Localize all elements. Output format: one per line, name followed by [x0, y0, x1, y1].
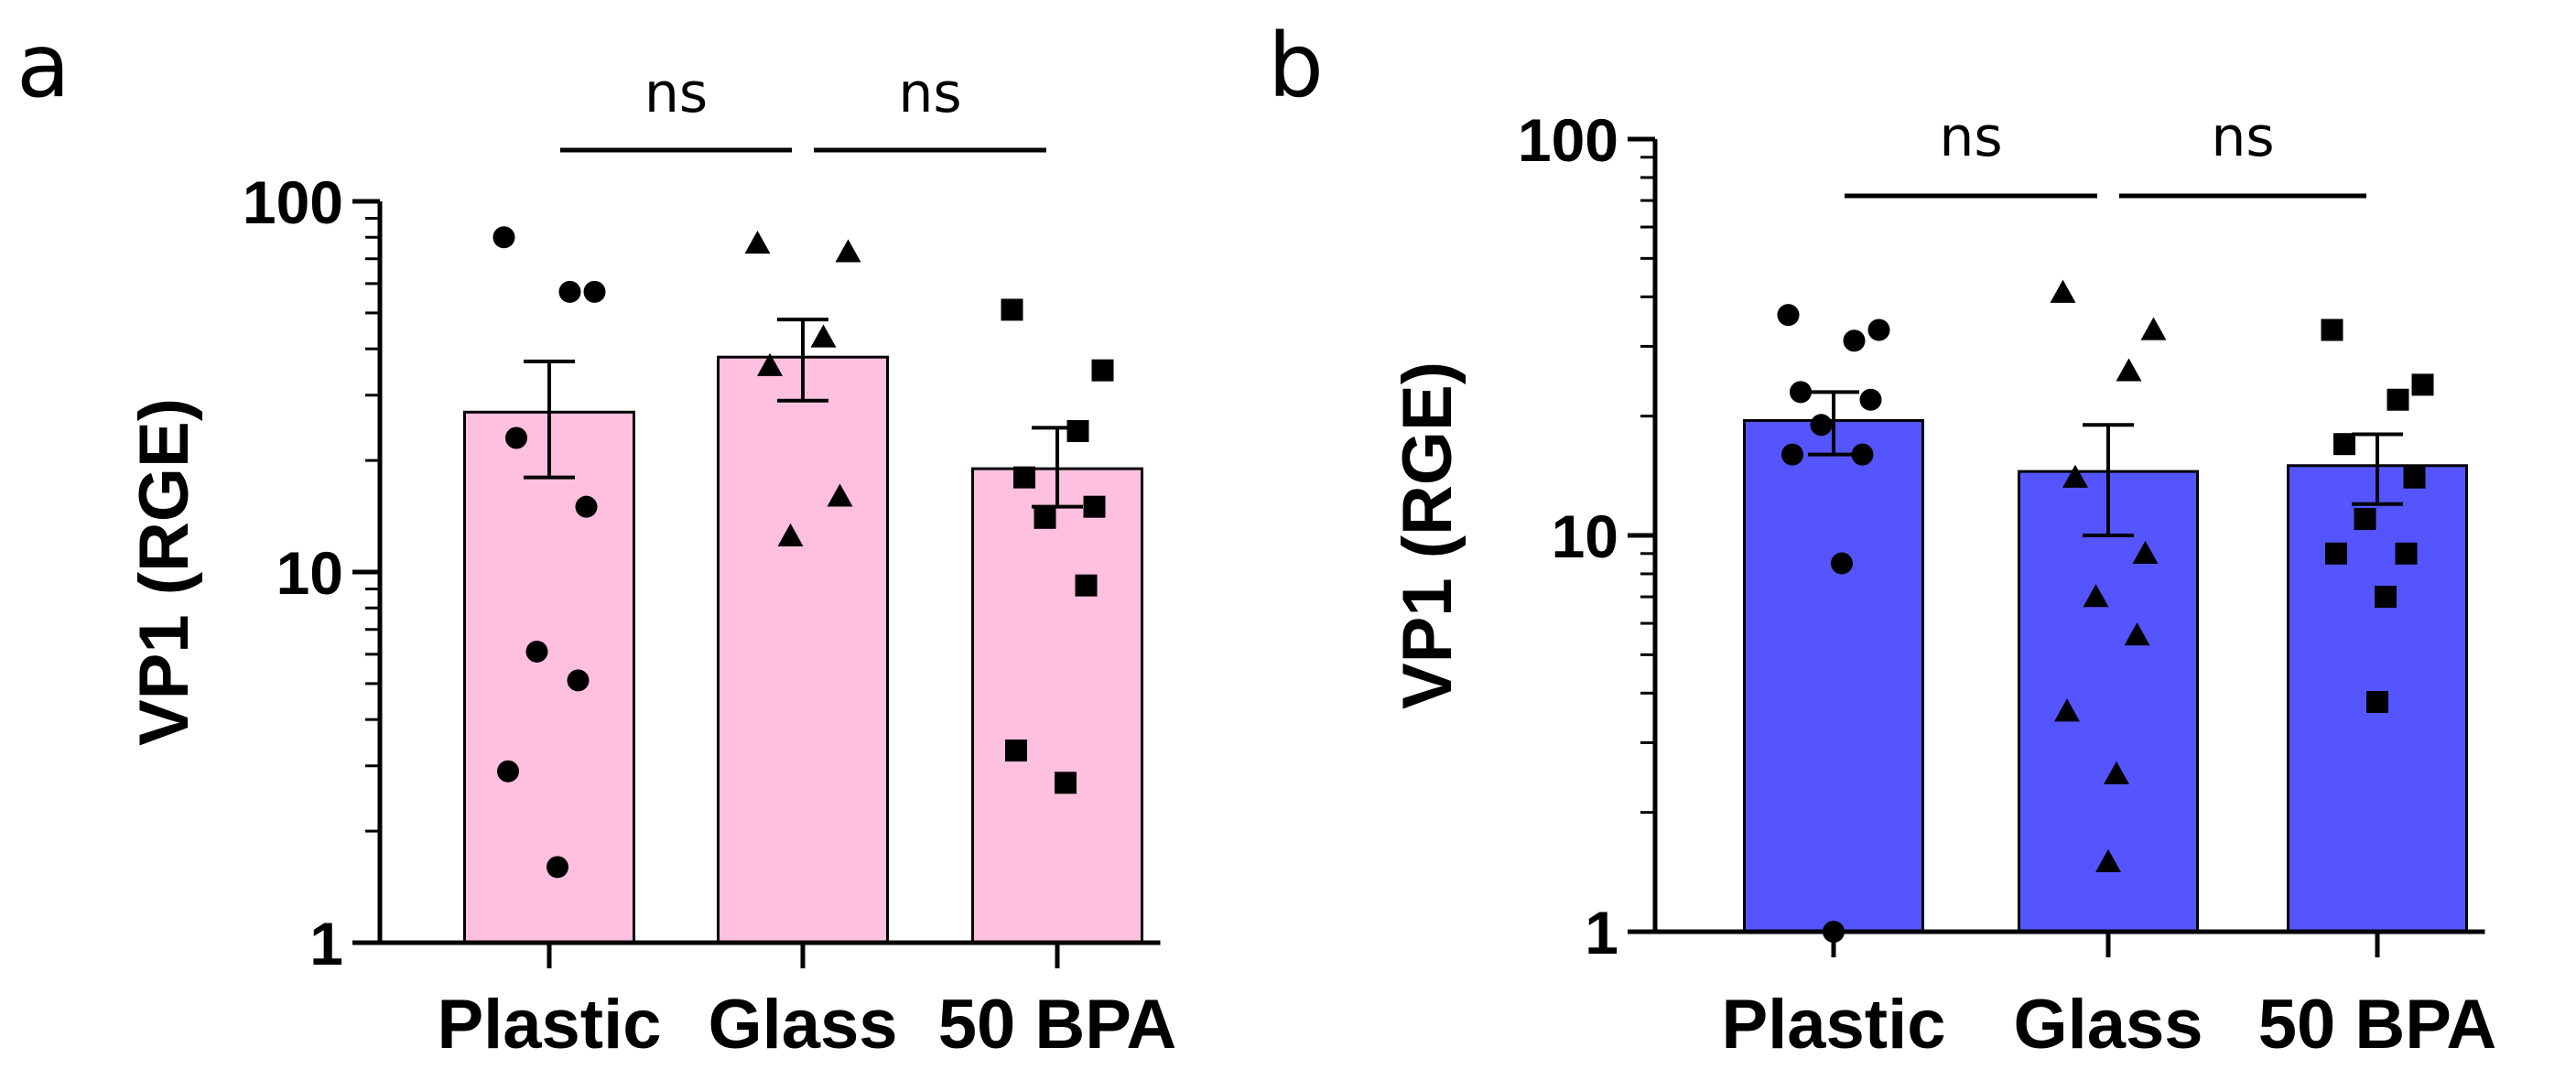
panel-letter: b [1268, 15, 1324, 117]
data-point-circle [505, 427, 527, 449]
data-point-circle [497, 760, 519, 783]
data-point-square [2387, 388, 2409, 411]
data-point-circle [1777, 304, 1800, 327]
data-point-square [2411, 373, 2434, 396]
data-point-square [1055, 772, 1077, 794]
data-point-square [1091, 359, 1114, 382]
data-point-triangle [2083, 584, 2109, 608]
data-point-square [1066, 420, 1089, 443]
data-point-square [2325, 542, 2347, 565]
data-point-circle [1859, 388, 1882, 411]
significance-label: ns [2211, 105, 2274, 169]
data-point-square [2395, 542, 2418, 565]
y-tick-label: 10 [276, 539, 343, 607]
data-point-circle [547, 856, 568, 879]
x-tick-label: 50 BPA [938, 986, 1176, 1064]
data-point-triangle [835, 239, 861, 263]
data-point-triangle [810, 324, 837, 348]
data-point-square [2375, 586, 2397, 609]
data-point-triangle [2062, 464, 2088, 488]
data-point-triangle [757, 352, 783, 376]
data-point-triangle [2116, 358, 2142, 382]
y-tick-label: 10 [1552, 502, 1618, 570]
data-point-square [1034, 506, 1056, 529]
data-point-square [2366, 690, 2388, 713]
data-point-triangle [2054, 698, 2080, 722]
data-point-circle [1843, 329, 1866, 352]
bar-50-bpa [971, 467, 1143, 945]
data-point-triangle [2132, 540, 2159, 565]
panel-b: b 1 10 100 Plastic Glass 50 BPA VP1 (RGE) ns ns [1268, 15, 2496, 1064]
x-tick-label: Plastic [1721, 986, 1945, 1064]
panel-letter: a [16, 15, 70, 117]
y-tick-label: 1 [1585, 899, 1618, 966]
data-point-circle [583, 280, 606, 303]
x-tick-label: 50 BPA [2258, 986, 2496, 1064]
data-point-triangle [2124, 622, 2150, 646]
x-tick-label: Glass [708, 986, 897, 1064]
y-tick-label: 1 [309, 910, 343, 977]
significance-label: ns [1939, 105, 2002, 169]
x-tick-label: Plastic [437, 986, 661, 1064]
data-point-circle [1781, 443, 1803, 466]
data-point-circle [1790, 381, 1812, 404]
significance-label: ns [898, 61, 961, 125]
data-point-square [2403, 466, 2426, 489]
data-point-triangle [827, 483, 853, 507]
data-point-circle [567, 669, 590, 692]
data-point-circle [1831, 552, 1853, 575]
data-point-triangle [2140, 317, 2167, 340]
data-point-triangle [2050, 279, 2076, 303]
data-point-circle [575, 495, 598, 518]
y-axis-label: VP1 (RGE) [1389, 362, 1467, 709]
data-point-square [2354, 508, 2376, 531]
data-point-square [1013, 466, 1035, 489]
data-point-circle [525, 640, 548, 663]
bar-plastic [463, 410, 635, 945]
bar-plastic [1743, 418, 1924, 934]
data-point-square [1083, 495, 1106, 518]
data-point-circle [1851, 443, 1874, 466]
data-point-square [2321, 319, 2343, 341]
data-point-triangle [777, 523, 804, 546]
data-point-triangle [2095, 848, 2121, 872]
data-point-square [1075, 574, 1098, 597]
data-point-square [2333, 433, 2355, 456]
data-point-circle [492, 226, 515, 249]
data-point-circle [1867, 319, 1890, 341]
data-point-circle [1810, 414, 1833, 437]
data-point-square [1005, 740, 1027, 762]
data-point-triangle [744, 230, 771, 254]
panel-a: a 1 10 100 Plastic Glass 50 BPA VP1 (RGE) ns ns [16, 15, 1176, 1064]
y-tick-label: 100 [243, 168, 343, 236]
y-tick-label: 100 [1518, 106, 1618, 174]
data-point-square [1001, 298, 1023, 321]
y-axis-label: VP1 (RGE) [125, 398, 203, 746]
data-point-triangle [2104, 761, 2129, 784]
x-tick-label: Glass [2013, 986, 2203, 1064]
significance-label: ns [644, 61, 708, 125]
data-point-circle [558, 280, 581, 303]
bar-glass [717, 355, 889, 945]
